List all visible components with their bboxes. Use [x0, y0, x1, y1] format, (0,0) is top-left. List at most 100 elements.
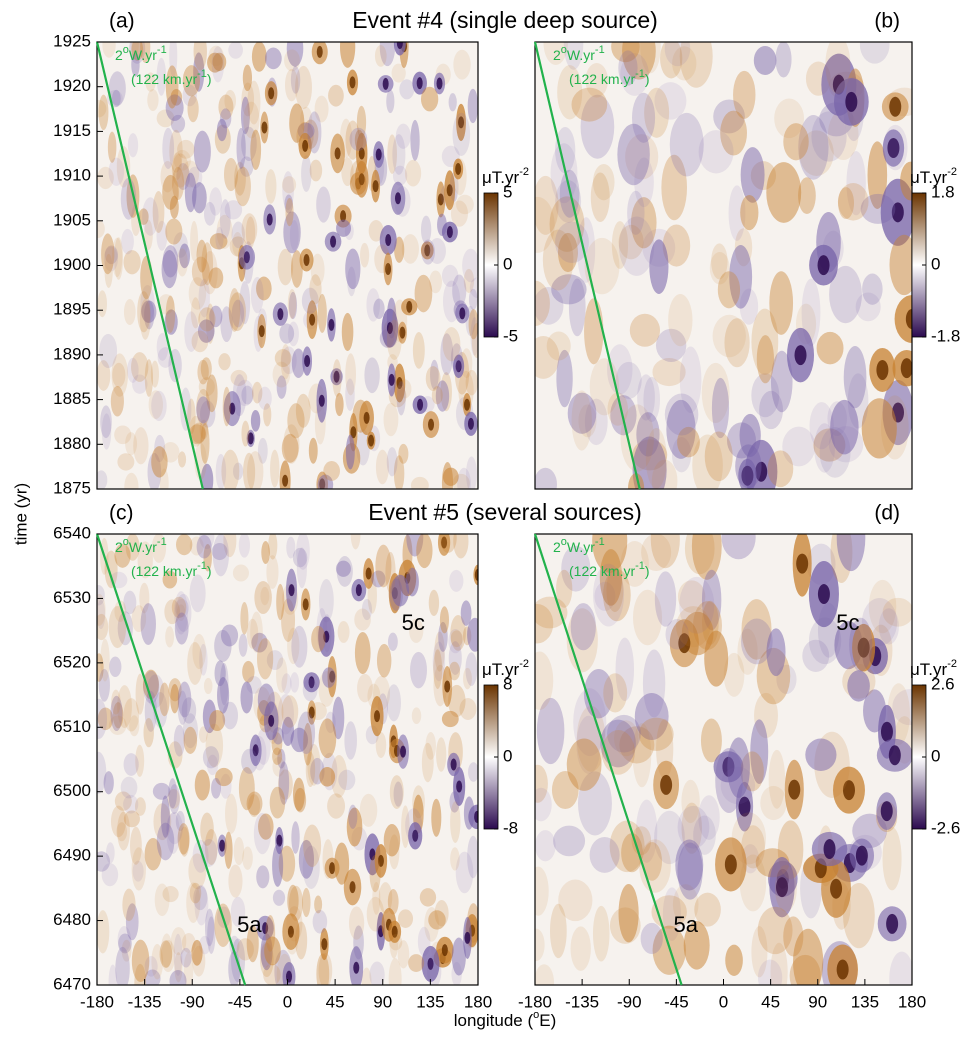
colorbar-unit-sup: -2	[519, 658, 529, 670]
heatmap-blob	[169, 970, 187, 985]
heatmap-blob	[740, 194, 759, 231]
heatmap-blob	[828, 426, 864, 463]
heatmap-blob	[383, 402, 399, 437]
heatmap-blob	[717, 271, 741, 309]
heatmap-blob	[361, 598, 372, 621]
heatmap-blob	[296, 534, 310, 570]
heatmap-blob	[154, 434, 166, 463]
heatmap-blob	[224, 89, 237, 112]
heatmap-core	[386, 322, 393, 335]
heatmap-blob	[368, 220, 384, 242]
y-tick-label: 1905	[53, 210, 91, 229]
heatmap-blob	[176, 604, 186, 621]
heatmap-blob	[336, 219, 352, 237]
rate-part: (122 km.yr	[131, 563, 197, 579]
heatmap-blob	[448, 661, 461, 681]
heatmap-blob	[662, 224, 691, 267]
heatmap-blob	[219, 199, 231, 239]
heatmap-blob	[109, 656, 122, 677]
heatmap-blob	[183, 726, 198, 754]
heatmap-blob	[251, 381, 263, 404]
heatmap-core	[374, 710, 381, 723]
heatmap-blob	[555, 221, 589, 264]
heatmap-blob	[338, 769, 356, 791]
heatmap-blob	[448, 684, 466, 718]
heatmap-core	[836, 959, 849, 980]
heatmap-blob	[846, 151, 866, 216]
heatmap-blob	[555, 126, 576, 174]
heatmap-blob	[345, 120, 361, 160]
heatmap-blob	[182, 713, 198, 749]
heatmap-blob	[217, 677, 230, 714]
heatmap-blob	[611, 221, 629, 269]
heatmap-blob	[219, 662, 229, 706]
heatmap-blob	[165, 295, 176, 333]
heatmap-blob	[317, 474, 334, 489]
colorbar-unit-sup: -2	[947, 658, 957, 670]
heatmap-blob	[640, 922, 663, 955]
heatmap-blob	[170, 114, 186, 133]
heatmap-blob	[618, 224, 644, 260]
heatmap-blob	[175, 534, 193, 556]
heatmap-blob	[535, 787, 552, 822]
heatmap-blob	[419, 888, 437, 907]
heatmap-blob	[114, 791, 132, 811]
heatmap-blob	[303, 722, 313, 766]
heatmap-blob	[770, 350, 793, 413]
heatmap-blob	[297, 711, 316, 755]
heatmap-blob	[449, 791, 460, 813]
heatmap-blob	[535, 866, 549, 916]
heatmap-blob	[452, 274, 467, 308]
heatmap-blob	[202, 699, 217, 734]
heatmap-core	[741, 465, 754, 486]
heatmap-blob	[412, 785, 425, 819]
heatmap-blob	[246, 618, 259, 649]
heatmap-blob	[450, 847, 460, 871]
heatmap-blob	[261, 541, 270, 565]
heatmap-blob	[431, 386, 443, 405]
heatmap-blob	[387, 134, 397, 174]
heatmap-blob	[192, 182, 207, 214]
heatmap-blob	[114, 237, 124, 280]
heatmap-core	[436, 77, 443, 90]
heatmap-blob	[375, 449, 389, 485]
heatmap-blob	[757, 906, 793, 955]
heatmap-blob	[314, 95, 329, 123]
y-tick-label: 6530	[53, 588, 91, 607]
heatmap-blob	[441, 264, 459, 287]
heatmap-blob	[724, 318, 750, 368]
heatmap-blob	[151, 446, 168, 478]
heatmap-blob	[366, 288, 380, 322]
heatmap-blob	[618, 216, 655, 276]
x-tick-label: 180	[898, 992, 926, 1011]
heatmap-blob	[677, 426, 700, 458]
heatmap-blob	[283, 424, 300, 464]
heatmap-core	[441, 944, 448, 957]
heatmap-blob	[830, 534, 853, 583]
heatmap-blob	[739, 854, 767, 912]
heatmap-blob	[97, 613, 109, 641]
heatmap-blob	[607, 344, 633, 395]
heatmap-blob	[215, 453, 227, 489]
heatmap-blob	[283, 211, 301, 254]
heatmap-blob	[216, 118, 228, 142]
heatmap-blob	[838, 187, 855, 220]
heatmap-blob	[411, 707, 422, 725]
panel-label: (d)	[874, 502, 900, 525]
heatmap-core	[880, 721, 893, 742]
heatmap-blob	[117, 685, 132, 729]
heatmap-blob	[620, 404, 654, 472]
heatmap-blob	[392, 165, 408, 186]
heatmap-blob	[712, 314, 746, 358]
heatmap-blob	[177, 823, 190, 855]
heatmap-blob	[679, 346, 702, 414]
heatmap-blob	[766, 162, 802, 223]
heatmap-blob	[144, 955, 158, 977]
heatmap-blob	[97, 99, 107, 118]
rate-label: (122 km.yr-1)	[131, 560, 212, 579]
heatmap-core	[262, 922, 269, 935]
heatmap-blob	[202, 250, 218, 295]
heatmap-blob	[436, 737, 447, 772]
heatmap-blob	[759, 390, 783, 430]
slope-line	[95, 533, 247, 986]
